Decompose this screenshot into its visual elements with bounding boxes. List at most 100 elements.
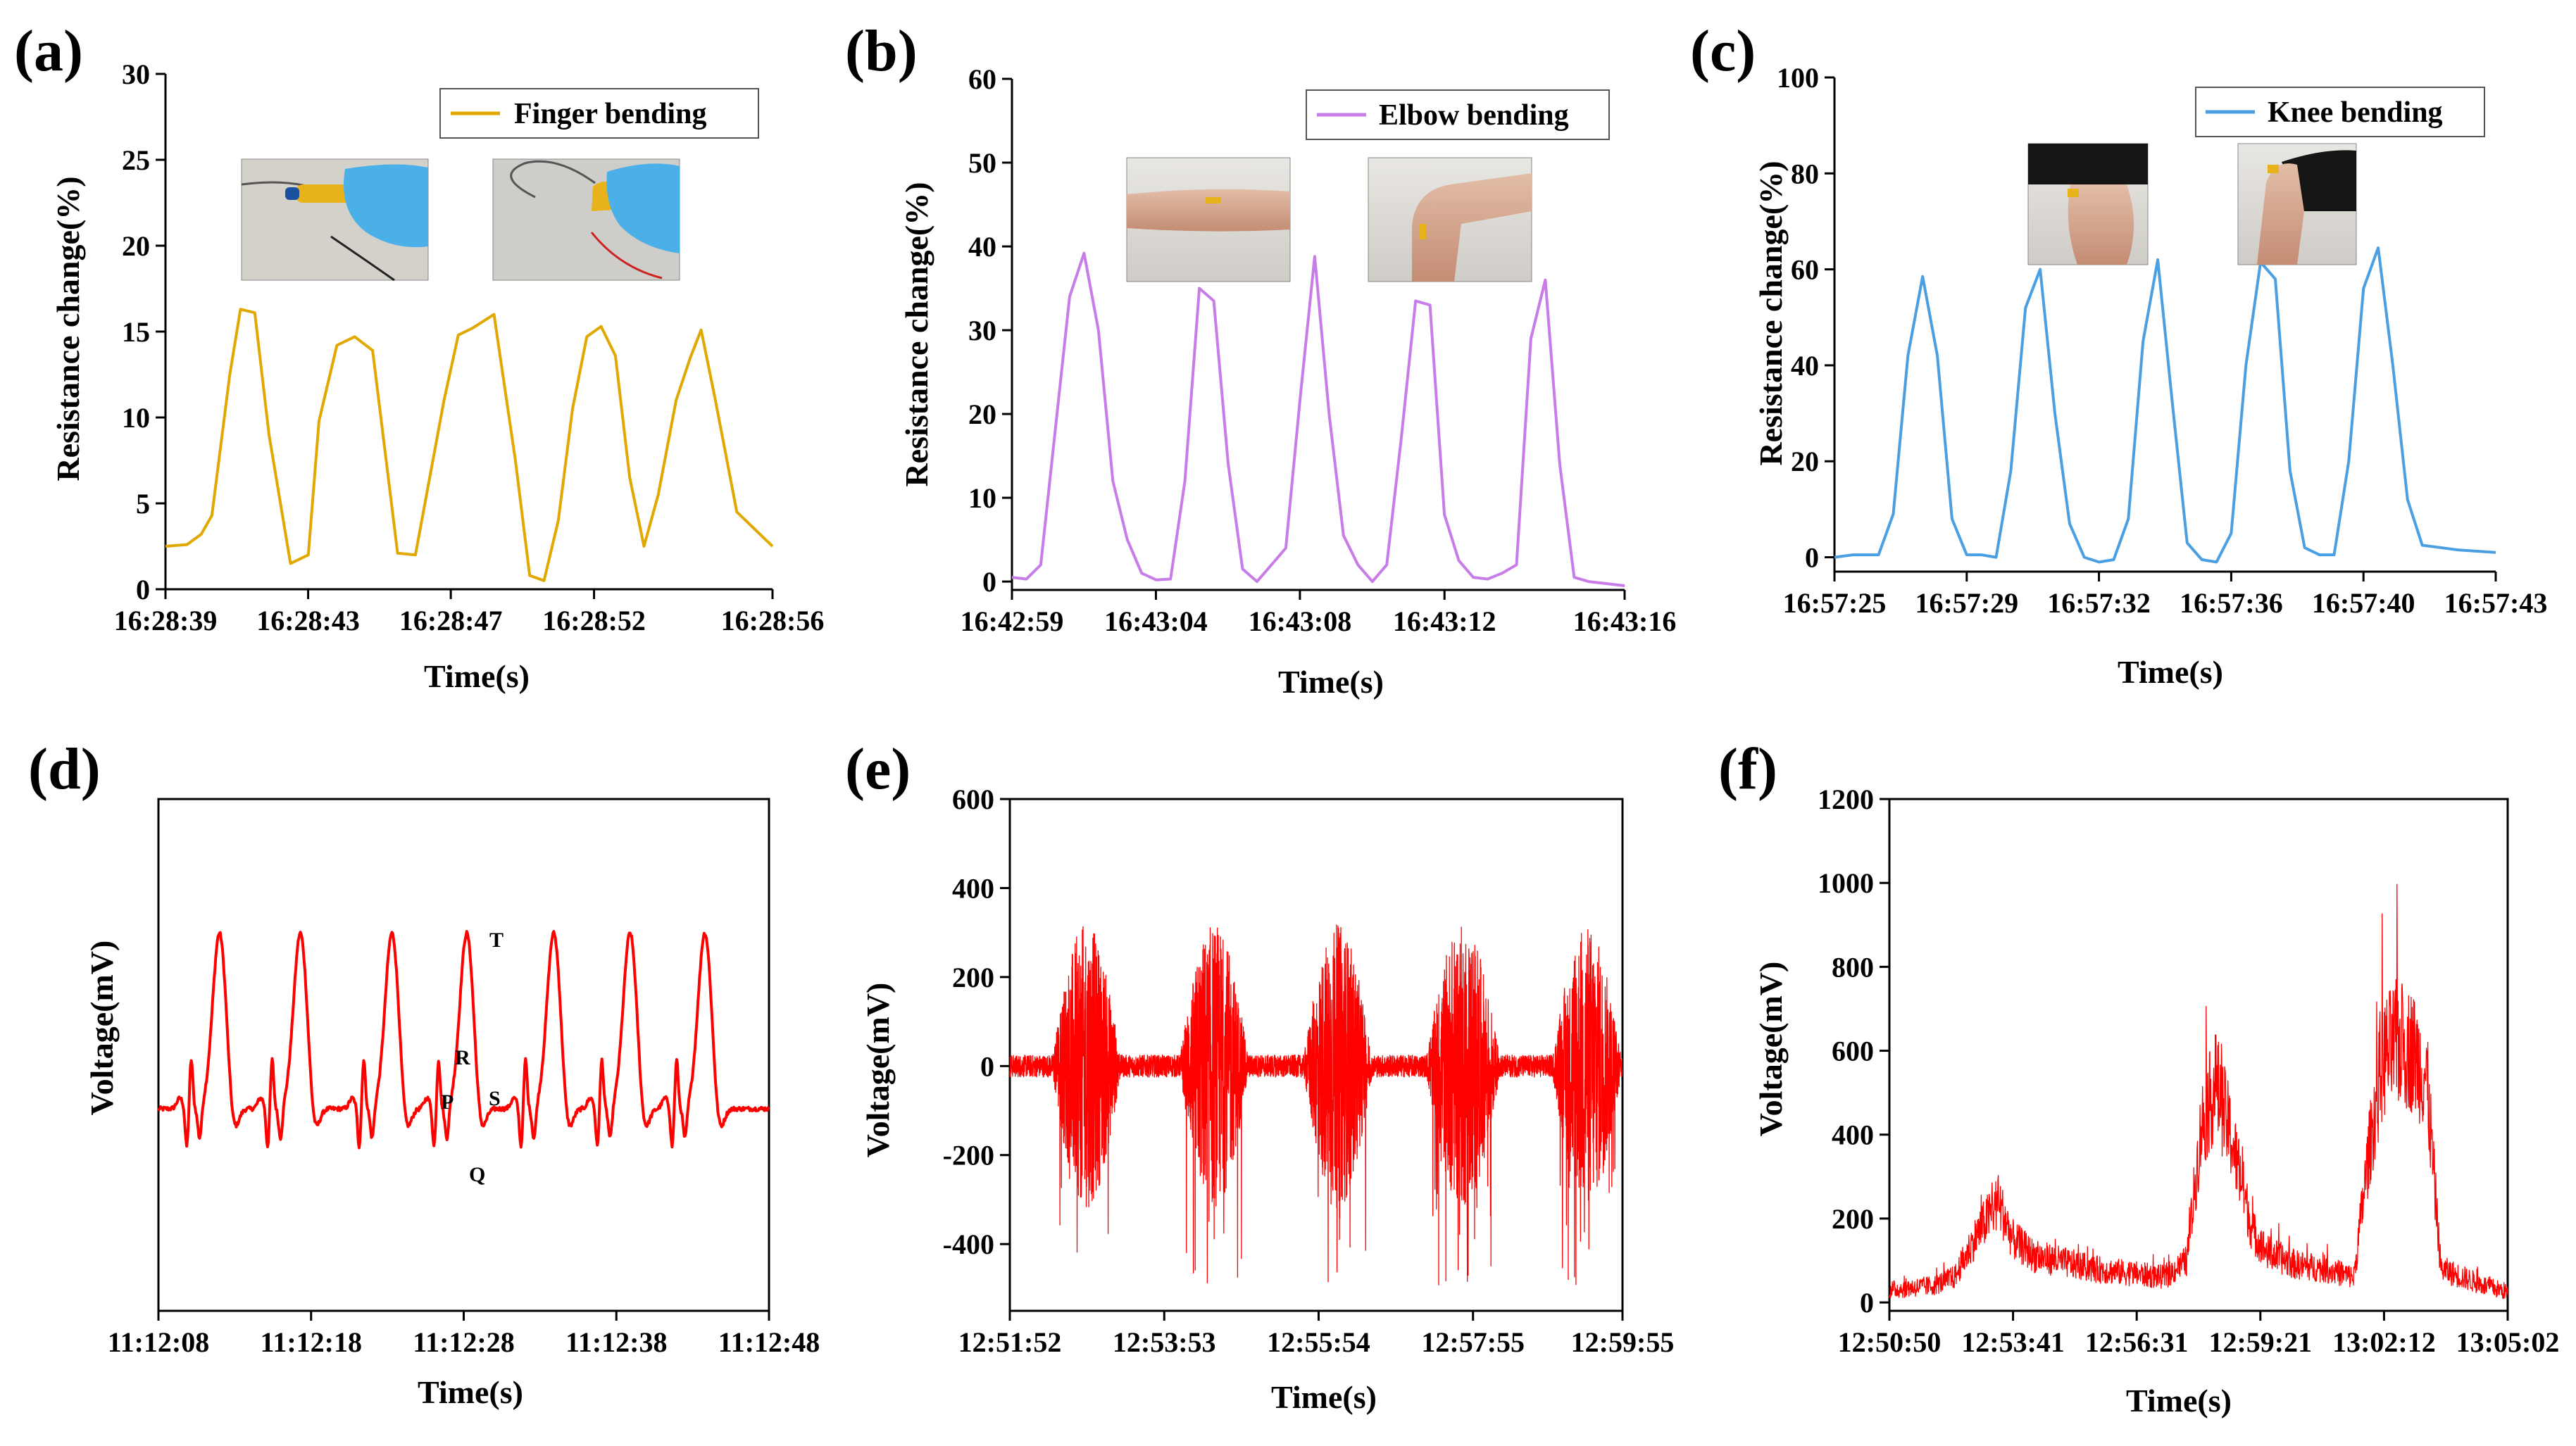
x-tick-label: 13:05:02 <box>2456 1326 2560 1358</box>
panel-b-y-axis-title: Resistance change(%) <box>899 182 934 486</box>
y-tick-label: 800 <box>1832 951 1874 983</box>
panel-f-x-axis-title: Time(s) <box>2126 1383 2232 1419</box>
y-tick-label: 200 <box>1832 1203 1874 1235</box>
panel-f-voltage: (f) 0 200 400 600 800 1000 1200 12:50:50 12:53:4… <box>1718 736 2559 1419</box>
x-tick-label: 12:51:52 <box>958 1326 1062 1358</box>
finger-bent-photo <box>492 158 680 281</box>
y-tick-label: 80 <box>1791 158 1819 189</box>
panel-b-legend-box <box>1306 89 1610 140</box>
panel-c-series <box>1834 246 2496 564</box>
panel-d-x-axis-title: Time(s) <box>418 1374 523 1410</box>
y-tick-label: 0 <box>982 566 996 598</box>
panel-b-series <box>1011 251 1625 587</box>
y-tick-label: 15 <box>122 316 150 348</box>
plot-frame <box>1008 798 1624 1312</box>
y-tick-label: 40 <box>968 231 996 263</box>
panel-a-legend-label: Finger bending <box>514 98 706 130</box>
y-tick-label: 40 <box>1791 350 1819 382</box>
x-tick-label: 16:43:04 <box>1104 605 1208 637</box>
x-tick-label: 11:12:48 <box>718 1326 820 1358</box>
panel-b-legend: Elbow bending <box>1306 89 1610 140</box>
x-tick-label: 16:43:08 <box>1249 605 1352 637</box>
x-tick-label: 12:59:21 <box>2208 1326 2312 1358</box>
x-tick-label: 11:12:08 <box>108 1326 209 1358</box>
panel-a-x-axis-title: Time(s) <box>424 658 530 694</box>
panel-c-x-axis-title: Time(s) <box>2118 654 2223 690</box>
panel-c-legend-label: Knee bending <box>2268 96 2443 129</box>
plot-frame <box>1888 798 2509 1312</box>
y-tick-label: 1000 <box>1818 867 1874 899</box>
y-tick-label: 200 <box>952 962 994 993</box>
panel-e-axes: -400 -200 0 200 400 600 12:51:52 12:53:53 12:55:… <box>943 784 1675 1358</box>
panel-a-finger-bending: (a) 0 5 10 15 20 25 30 16:28:39 16:28:43 16:28:47… <box>14 18 824 694</box>
panel-d-label: (d) <box>28 736 101 802</box>
x-tick-label: 12:50:50 <box>1838 1326 1942 1358</box>
data-series-line <box>1011 251 1625 587</box>
y-tick-label: 20 <box>122 230 150 262</box>
panel-b-elbow-bending: (b) 0 10 20 30 40 50 60 16:42:59 16:43:04 16:43:0… <box>845 18 1676 700</box>
y-tick-label: 60 <box>1791 254 1819 286</box>
y-tick-label: 20 <box>968 398 996 430</box>
y-tick-label: 60 <box>968 63 996 95</box>
panel-e-x-axis-title: Time(s) <box>1271 1379 1377 1415</box>
x-tick-label: 12:56:31 <box>2085 1326 2189 1358</box>
x-tick-label: 16:43:12 <box>1393 605 1496 637</box>
elbow-straight-photo <box>1126 157 1291 282</box>
ecg-r-wave-label: R <box>455 1046 470 1069</box>
y-tick-label: 10 <box>968 482 996 514</box>
panel-f-y-axis-title: Voltage(mV) <box>1753 962 1789 1137</box>
y-tick-label: -200 <box>943 1140 994 1171</box>
y-tick-label: 30 <box>122 58 150 90</box>
y-tick-label: 0 <box>1860 1287 1874 1319</box>
y-tick-label: 400 <box>1832 1119 1874 1151</box>
y-tick-label: 600 <box>1832 1036 1874 1067</box>
y-tick-label: 50 <box>968 147 996 179</box>
x-tick-label: 11:12:38 <box>565 1326 667 1358</box>
x-tick-label: 16:28:43 <box>256 605 360 636</box>
panel-d-y-axis-title: Voltage(mV) <box>84 941 120 1116</box>
panel-a-y-axis-title: Resistance change(%) <box>50 176 86 481</box>
x-tick-label: 16:57:36 <box>2180 587 2283 619</box>
x-tick-label: 11:12:18 <box>261 1326 362 1358</box>
panel-b-x-axis-title: Time(s) <box>1278 664 1384 700</box>
x-tick-label: 16:57:40 <box>2312 587 2415 619</box>
x-tick-label: 16:57:43 <box>2444 587 2548 619</box>
y-tick-label: -400 <box>943 1228 994 1260</box>
panel-d-axes: 11:12:08 11:12:18 11:12:28 11:12:38 11:12:48 <box>108 798 820 1358</box>
ecg-s-wave-label: S <box>489 1087 501 1110</box>
knee-bent-photo <box>2237 143 2357 265</box>
panel-a-label: (a) <box>14 18 83 84</box>
knee-straight-photo <box>2027 143 2149 265</box>
panel-f-series <box>1889 884 2508 1300</box>
panel-a-series <box>165 308 774 582</box>
panel-d-ecg: (d) 11:12:08 11:12:18 11:12:28 11:12:38 11:1… <box>28 736 820 1410</box>
panel-e-label: (e) <box>845 736 911 802</box>
x-tick-label: 12:55:54 <box>1267 1326 1370 1358</box>
y-tick-label: 10 <box>122 402 150 434</box>
ecg-signal-line <box>157 930 770 1150</box>
x-tick-label: 16:42:59 <box>961 605 1064 637</box>
ecg-p-wave-label: P <box>441 1090 454 1114</box>
y-tick-label: 100 <box>1777 62 1819 94</box>
panel-d-series <box>157 930 770 1150</box>
panel-c-knee-bending: (c) 0 20 40 60 80 100 16:57:25 16:57:29 16:57:32… <box>1690 18 2547 690</box>
voltage-signal-line <box>1889 884 2508 1300</box>
ecg-t-wave-label: T <box>489 929 504 952</box>
x-tick-label: 16:57:25 <box>1783 587 1887 619</box>
elbow-bent-photo <box>1368 157 1532 282</box>
x-tick-label: 12:57:55 <box>1421 1326 1525 1358</box>
y-tick-label: 5 <box>136 488 150 520</box>
x-tick-label: 16:28:39 <box>114 605 218 636</box>
x-tick-label: 16:57:32 <box>2047 587 2151 619</box>
x-tick-label: 16:28:47 <box>399 605 503 636</box>
data-series-line <box>1834 246 2496 564</box>
x-tick-label: 16:28:56 <box>721 605 825 636</box>
x-tick-label: 13:02:12 <box>2332 1326 2436 1358</box>
x-tick-label: 16:57:29 <box>1915 587 2018 619</box>
panel-c-axes: 0 20 40 60 80 100 16:57:25 16:57:29 16:57:32 16:5… <box>1777 62 2547 619</box>
x-tick-label: 16:43:16 <box>1573 605 1677 637</box>
x-tick-label: 12:53:53 <box>1113 1326 1216 1358</box>
panel-f-axes: 0 200 400 600 800 1000 1200 12:50:50 12:53:41 12:… <box>1818 784 2559 1358</box>
x-tick-label: 12:59:55 <box>1571 1326 1675 1358</box>
